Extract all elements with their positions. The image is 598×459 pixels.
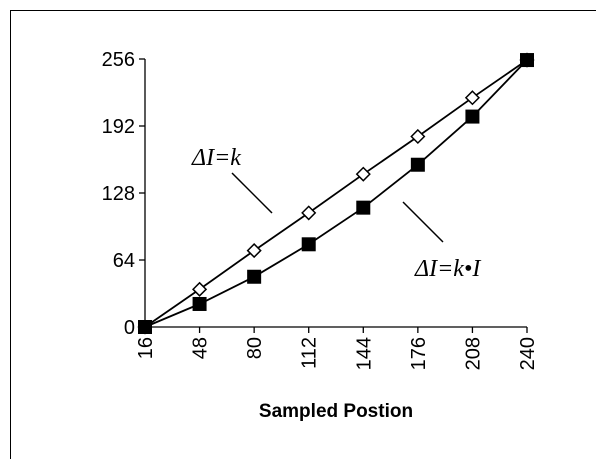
- diamond-point: [464, 90, 480, 106]
- diamond-point: [246, 243, 262, 259]
- x-tick-label: 176: [408, 337, 430, 370]
- axes: [139, 58, 528, 333]
- x-tick-label: 80: [244, 337, 266, 359]
- annotation-delta-i-k-i: ΔI=k•I: [414, 256, 481, 282]
- annotation-leader-line: [402, 201, 444, 243]
- x-tick-label: 48: [190, 337, 212, 359]
- chart-frame: [10, 10, 596, 459]
- series-line-2: [144, 59, 528, 328]
- square-point: [410, 157, 425, 172]
- diamond-point: [355, 166, 371, 182]
- square-point: [138, 320, 152, 334]
- x-tick-label: 112: [299, 337, 321, 369]
- diamond-point: [410, 128, 426, 145]
- annotation-leader-line: [231, 172, 273, 214]
- series-markers: [137, 52, 535, 335]
- x-tick-label: 240: [517, 337, 539, 370]
- series-line-1: [144, 59, 528, 328]
- x-tick-label: 144: [353, 337, 375, 370]
- y-tick-label: 192: [102, 116, 135, 138]
- diamond-point: [192, 281, 208, 297]
- diamond-point: [301, 205, 317, 221]
- x-axis-title: Sampled Postion: [259, 401, 413, 422]
- annotation-delta-i-k: ΔI=k: [191, 145, 241, 171]
- tick-labels: 0 64 128 192 256 16 48 80 112 144 176 208 240: [102, 49, 539, 370]
- annotations: ΔI=k ΔI=k•I: [191, 145, 481, 282]
- y-tick-label: 0: [124, 317, 135, 339]
- series-lines: [144, 59, 528, 328]
- square-point: [520, 53, 534, 68]
- square-point: [356, 200, 371, 215]
- y-tick-label: 256: [102, 49, 135, 71]
- square-point: [465, 109, 480, 124]
- square-point: [192, 296, 207, 311]
- square-point: [301, 237, 316, 252]
- y-tick-label: 64: [113, 250, 135, 272]
- x-tick-label: 16: [135, 337, 157, 359]
- x-tick-label: 208: [462, 337, 484, 370]
- square-point: [247, 269, 262, 284]
- y-tick-label: 128: [102, 183, 135, 205]
